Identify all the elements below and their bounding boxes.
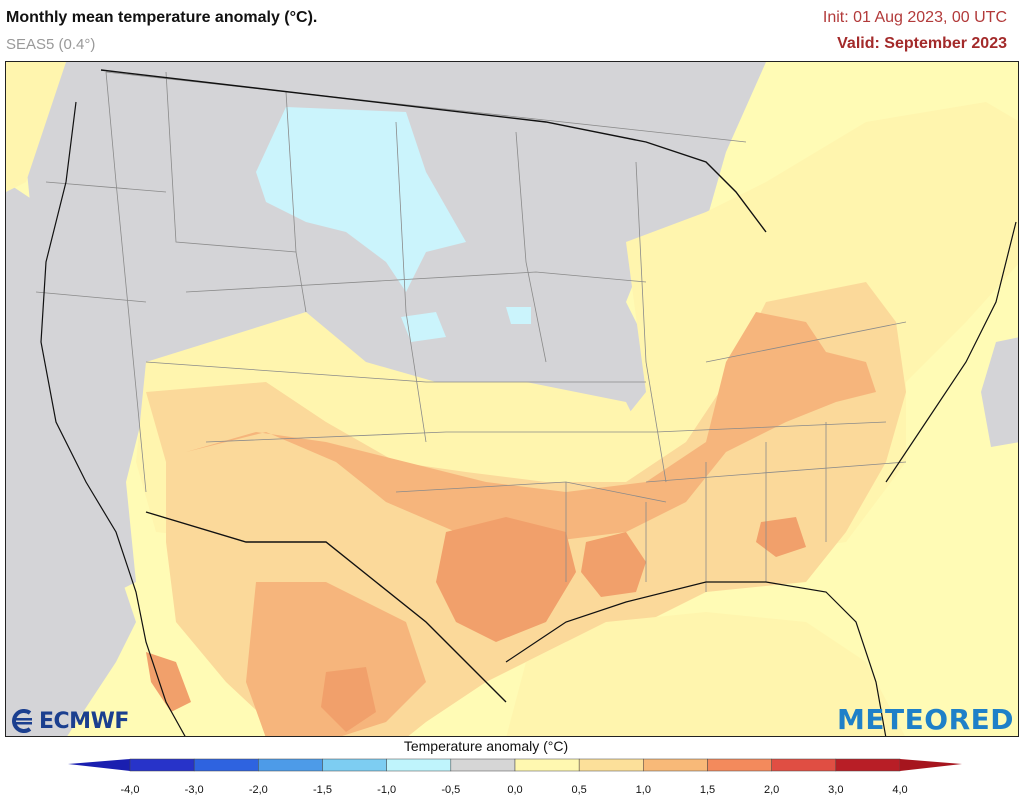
legend-tick-label: -4,0 — [120, 784, 140, 796]
legend-swatch — [129, 758, 195, 772]
legend-tick-label: -3,0 — [184, 784, 204, 796]
anomaly-map — [6, 62, 1018, 736]
legend-tick-label: -1,5 — [313, 784, 332, 796]
legend-tick-label: 2,0 — [764, 784, 780, 796]
land-lightblue-2 — [401, 312, 446, 342]
legend-swatch — [835, 758, 901, 772]
land-pacific-gray — [6, 182, 136, 736]
country-borders — [100, 69, 767, 703]
hotspot-mexico — [321, 667, 376, 732]
land-lightblue-3 — [506, 307, 531, 324]
ocean-atlantic-gray — [981, 337, 1018, 447]
hotspot-baja — [146, 652, 191, 712]
legend-tick-label: 3,0 — [828, 784, 844, 796]
coastlines — [40, 101, 1017, 736]
model-label: SEAS5 (0.4°) — [6, 36, 96, 53]
land-west — [26, 62, 766, 602]
legend-swatch — [643, 758, 708, 772]
valid-period: Valid: September 2023 — [837, 35, 1007, 52]
land-orange-south — [246, 582, 426, 736]
land-orange — [186, 312, 876, 542]
legend-colorbar — [68, 758, 962, 772]
map-panel — [5, 61, 1019, 737]
hotspot-georgia — [756, 517, 806, 557]
legend-swatch — [450, 758, 516, 772]
legend-tick-label: -2,0 — [248, 784, 268, 796]
legend-swatch — [771, 758, 837, 772]
legend-tick-label: 1,0 — [635, 784, 651, 796]
legend-swatch — [578, 758, 644, 772]
legend-title: Temperature anomaly (°C) — [403, 738, 569, 754]
legend-swatch — [386, 758, 452, 772]
hotspot-texas — [436, 517, 576, 642]
hotspot-louisiana — [581, 532, 646, 597]
legend-tick-label: -0,5 — [441, 784, 461, 796]
legend-swatch — [258, 758, 323, 772]
init-time: Init: 01 Aug 2023, 00 UTC — [822, 9, 1007, 26]
land-lightblue — [256, 107, 466, 292]
ecmwf-mark-icon — [12, 709, 32, 733]
legend-swatch — [193, 758, 259, 772]
legend-tick-label: 1,5 — [699, 784, 716, 796]
legend-tick-label: -1,0 — [377, 784, 397, 796]
ocean-gulf — [506, 612, 905, 736]
ecmwf-logo: ECMWF — [8, 707, 129, 735]
legend-tick-label: 4,0 — [892, 784, 908, 796]
legend-swatch — [322, 758, 387, 772]
legend-tick-label: 0,0 — [507, 784, 523, 796]
chart-title: Monthly mean temperature anomaly (°C). — [6, 9, 318, 26]
ecmwf-logo-text: ECMWF — [39, 708, 129, 734]
legend-swatch — [514, 758, 580, 772]
boundaries — [35, 71, 907, 592]
meteored-logo: METEORED — [837, 703, 1014, 736]
legend-high-arrow — [900, 759, 962, 771]
ocean-pacific — [6, 62, 66, 192]
legend-swatch — [707, 758, 772, 772]
legend-tick-label: 0,5 — [571, 784, 587, 796]
legend-low-arrow — [68, 759, 130, 771]
